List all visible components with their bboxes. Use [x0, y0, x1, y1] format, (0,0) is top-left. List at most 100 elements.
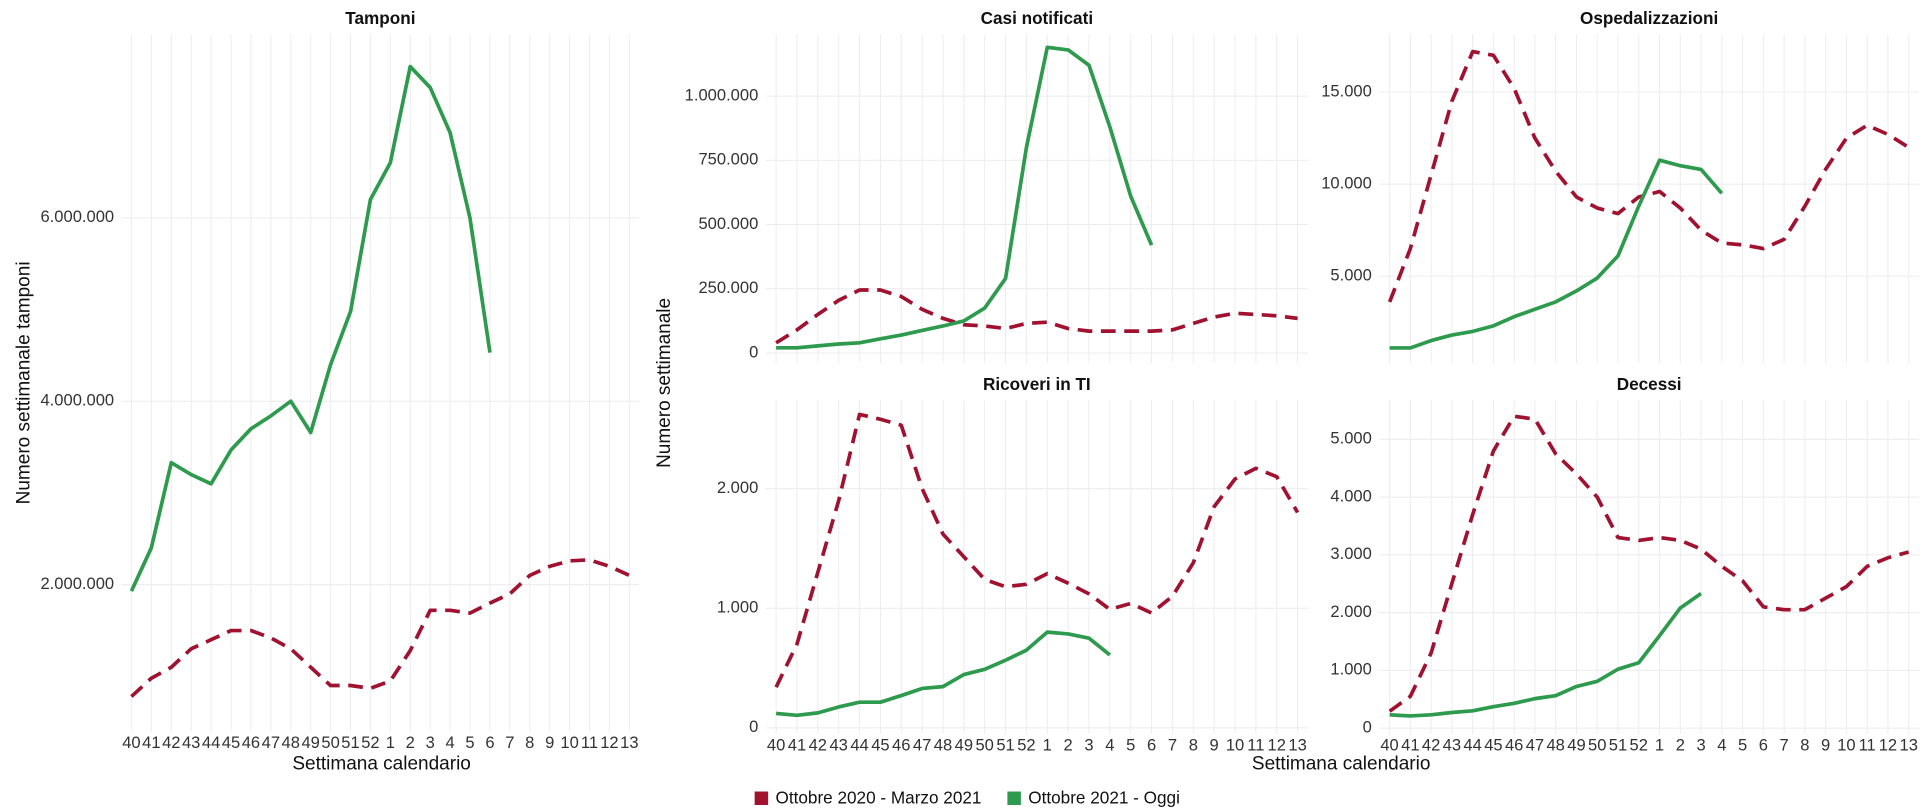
- legend-swatch: [754, 791, 769, 806]
- x-tick-label: 13: [1288, 735, 1306, 754]
- x-tick-label: 52: [361, 733, 379, 752]
- legend-label: Ottobre 2020 - Marzo 2021: [775, 787, 981, 807]
- y-tick-label: 4.000: [1330, 486, 1371, 505]
- y-tick-label: 6.000.000: [40, 207, 114, 226]
- x-tick-label: 42: [162, 733, 180, 752]
- x-tick-label: 9: [1821, 735, 1830, 754]
- chart-title: Ricoveri in TI: [983, 374, 1091, 394]
- x-tick-label: 2: [406, 733, 415, 752]
- x-tick-label: 11: [1859, 735, 1876, 754]
- y-tick-label: 2.000: [717, 478, 758, 497]
- x-tick-label: 5: [465, 733, 474, 752]
- y-tick-label: 1.000: [1330, 660, 1371, 679]
- x-tick-label: 50: [321, 733, 339, 752]
- x-tick-label: 51: [341, 733, 359, 752]
- x-tick-label: 46: [892, 735, 910, 754]
- x-tick-label: 43: [829, 735, 847, 754]
- x-tick-label: 8: [525, 733, 534, 752]
- x-tick-label: 6: [1759, 735, 1768, 754]
- y-tick-label: 10.000: [1321, 174, 1372, 193]
- x-tick-label: 12: [1268, 735, 1286, 754]
- x-tick-label: 44: [1463, 735, 1481, 754]
- x-tick-label: 44: [202, 733, 220, 752]
- x-tick-label: 41: [1401, 735, 1419, 754]
- x-tick-label: 43: [1443, 735, 1461, 754]
- x-tick-label: 51: [996, 735, 1014, 754]
- x-tick-label: 47: [1526, 735, 1544, 754]
- series-line: [776, 45, 1154, 350]
- y-tick-label: 4.000.000: [40, 391, 114, 410]
- y-tick-label: 1.000: [717, 598, 758, 617]
- series-line: [1388, 414, 1910, 713]
- x-tick-label: 1: [1043, 735, 1052, 754]
- x-tick-label: 4: [1105, 735, 1114, 754]
- series-line: [1389, 591, 1703, 718]
- x-tick-label: 44: [850, 735, 868, 754]
- chart-title: Casi notificati: [981, 8, 1094, 28]
- x-tick-label: 45: [222, 733, 240, 752]
- x-tick-label: 4: [445, 733, 454, 752]
- x-tick-label: 43: [182, 733, 200, 752]
- x-tick-label: 4: [1717, 735, 1726, 754]
- series-line: [774, 412, 1300, 689]
- legend-swatch: [1007, 791, 1021, 806]
- y-tick-label: 750.000: [698, 150, 758, 169]
- x-tick-label: 45: [871, 735, 889, 754]
- x-tick-label: 48: [1546, 735, 1564, 754]
- x-tick-label: 9: [545, 733, 554, 752]
- x-tick-label: 11: [581, 733, 598, 752]
- series-line: [130, 558, 631, 698]
- series-line: [1387, 49, 1910, 303]
- x-tick-label: 1: [386, 733, 395, 752]
- x-tick-label: 46: [1505, 735, 1523, 754]
- x-axis-label: Settimana calendario: [292, 754, 471, 775]
- x-tick-label: 45: [1484, 735, 1502, 754]
- y-tick-label: 0: [749, 717, 758, 736]
- series-line: [1389, 158, 1724, 350]
- y-tick-label: 250.000: [698, 278, 758, 297]
- x-tick-label: 13: [1900, 735, 1918, 754]
- x-tick-label: 40: [122, 733, 140, 752]
- y-tick-label: 2.000: [1330, 602, 1371, 621]
- x-tick-label: 6: [485, 733, 494, 752]
- x-tick-label: 50: [1588, 735, 1606, 754]
- y-tick-label: 1.000.000: [685, 85, 759, 104]
- x-tick-label: 49: [1567, 735, 1585, 754]
- x-tick-label: 5: [1738, 735, 1747, 754]
- x-tick-label: 11: [1247, 735, 1264, 754]
- x-tick-label: 2: [1064, 735, 1073, 754]
- series-line: [775, 288, 1298, 345]
- x-tick-label: 5: [1126, 735, 1135, 754]
- x-tick-label: 42: [809, 735, 827, 754]
- x-tick-label: 50: [975, 735, 993, 754]
- y-axis-label: Numero settimanale: [654, 298, 675, 468]
- x-tick-label: 2: [1676, 735, 1685, 754]
- y-tick-label: 15.000: [1321, 81, 1372, 100]
- x-tick-label: 10: [560, 733, 578, 752]
- x-tick-label: 10: [1837, 735, 1855, 754]
- x-tick-label: 52: [1630, 735, 1648, 754]
- x-tick-label: 6: [1147, 735, 1156, 754]
- x-tick-label: 7: [1780, 735, 1789, 754]
- y-tick-label: 0: [749, 342, 758, 361]
- x-tick-label: 8: [1189, 735, 1198, 754]
- x-tick-label: 51: [1609, 735, 1627, 754]
- y-tick-label: 5.000: [1330, 266, 1371, 285]
- x-tick-label: 42: [1422, 735, 1440, 754]
- x-tick-label: 12: [1879, 735, 1897, 754]
- x-tick-label: 49: [955, 735, 973, 754]
- x-tick-label: 10: [1226, 735, 1244, 754]
- chart-title: Decessi: [1617, 374, 1682, 394]
- x-tick-label: 52: [1017, 735, 1035, 754]
- x-tick-label: 49: [301, 733, 319, 752]
- chart-title: Tamponi: [345, 8, 415, 28]
- x-tick-label: 48: [282, 733, 300, 752]
- x-tick-label: 48: [934, 735, 952, 754]
- y-tick-label: 2.000.000: [40, 574, 114, 593]
- x-tick-label: 40: [767, 735, 785, 754]
- y-tick-label: 0: [1363, 717, 1372, 736]
- x-axis-label: Settimana calendario: [1252, 754, 1431, 775]
- x-tick-label: 41: [788, 735, 806, 754]
- x-tick-label: 7: [505, 733, 514, 752]
